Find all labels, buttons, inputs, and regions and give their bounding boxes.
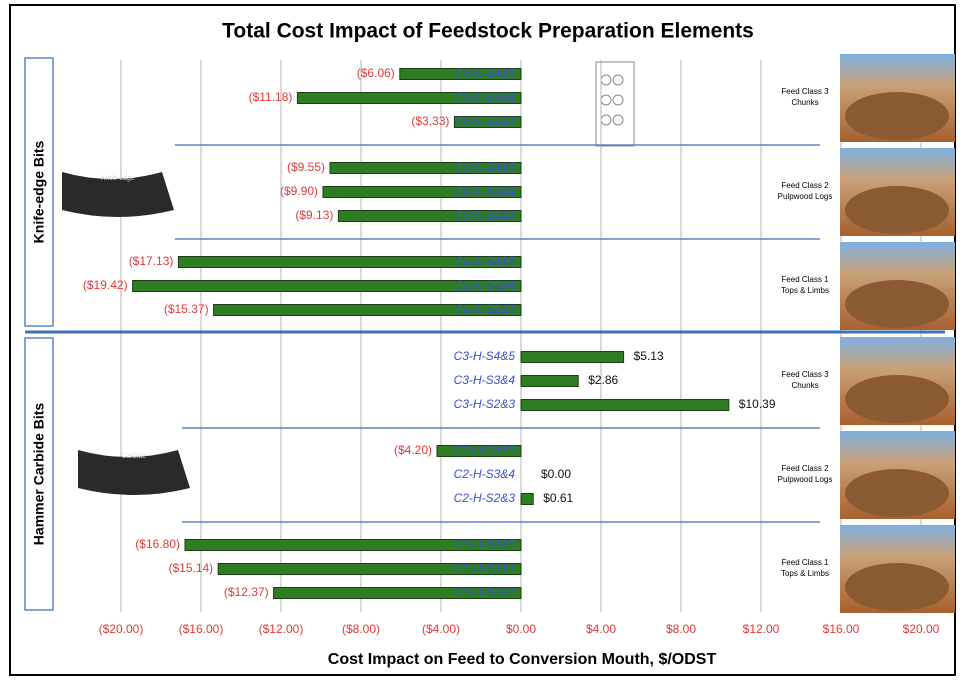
value-label: $10.39 [739, 397, 776, 411]
value-label: ($9.90) [280, 184, 318, 198]
feed-photo-pile [845, 92, 949, 140]
category-label: C1-K-S3&4 [454, 278, 515, 292]
feed-class-subtitle: Chunks [791, 98, 818, 107]
category-label: C1-H-S4&5 [454, 537, 516, 551]
feed-photo-pile [845, 186, 949, 234]
feed-class-title: Feed Class 3 [781, 87, 829, 96]
bar [520, 399, 730, 411]
bar [273, 587, 522, 599]
x-tick-label: ($4.00) [422, 622, 460, 636]
feed-photo-pile [845, 563, 949, 611]
bar [329, 162, 522, 174]
feed-class-title: Feed Class 2 [781, 181, 829, 190]
value-label: ($17.13) [129, 254, 174, 268]
bar [453, 116, 522, 128]
feed-photo-pile [845, 469, 949, 517]
bar [184, 539, 522, 551]
category-label: C3-H-S2&3 [454, 397, 516, 411]
feed-class-subtitle: Tops & Limbs [781, 569, 829, 578]
category-label: C2-H-S4&5 [454, 443, 516, 457]
value-label: ($19.42) [83, 278, 128, 292]
bar [132, 280, 522, 292]
value-label: $2.86 [588, 373, 618, 387]
bar [213, 304, 522, 316]
category-label: C3-K-S4&5 [454, 66, 515, 80]
feed-class-subtitle: Pulpwood Logs [778, 475, 833, 484]
category-label: C3-H-S4&5 [454, 349, 516, 363]
group-label: Knife-edge Bits [31, 140, 47, 243]
bar [399, 68, 522, 80]
x-tick-label: $8.00 [666, 622, 696, 636]
bit-label: Knife-edge [101, 175, 135, 182]
feed-class-subtitle: Tops & Limbs [781, 286, 829, 295]
feed-photo-pile [845, 280, 949, 328]
category-label: C2-K-S4&5 [454, 160, 515, 174]
bar [177, 256, 522, 268]
feed-class-title: Feed Class 3 [781, 370, 829, 379]
value-label: $5.13 [634, 349, 664, 363]
bar [296, 92, 522, 104]
feed-class-title: Feed Class 1 [781, 275, 829, 284]
value-label: ($15.14) [168, 561, 213, 575]
category-label: C3-K-S2&3 [454, 114, 515, 128]
x-tick-label: $4.00 [586, 622, 616, 636]
x-tick-label: $12.00 [743, 622, 780, 636]
category-label: C2-K-S3&4 [454, 184, 515, 198]
x-tick-label: $16.00 [823, 622, 860, 636]
x-tick-label: ($16.00) [179, 622, 224, 636]
x-tick-label: ($8.00) [342, 622, 380, 636]
value-label: ($3.33) [411, 114, 449, 128]
bar [520, 493, 534, 505]
group-box [24, 337, 54, 611]
value-label: ($11.18) [249, 90, 293, 104]
bar [322, 186, 522, 198]
x-tick-label: $0.00 [506, 622, 536, 636]
top-diagram [595, 61, 635, 147]
value-label: ($4.20) [394, 443, 432, 457]
value-label: ($9.13) [295, 208, 333, 222]
x-tick-label: $20.00 [903, 622, 940, 636]
value-label: ($16.80) [135, 537, 180, 551]
chart-title: Total Cost Impact of Feedstock Preparati… [222, 20, 754, 43]
value-label: ($15.37) [164, 302, 209, 316]
category-label: C1-K-S4&5 [454, 254, 515, 268]
category-label: C3-H-S3&4 [454, 373, 516, 387]
bar [520, 351, 625, 363]
group-label: Hammer Carbide Bits [31, 403, 47, 546]
feed-class-title: Feed Class 2 [781, 464, 829, 473]
category-label: C1-H-S2&3 [454, 585, 516, 599]
bit-image [62, 172, 174, 217]
x-tick-label: ($12.00) [259, 622, 304, 636]
category-label: C2-H-S3&4 [454, 467, 516, 481]
bar [337, 210, 522, 222]
bar [436, 445, 522, 457]
group-box [24, 57, 54, 327]
value-label: ($6.06) [357, 66, 395, 80]
feed-photo-pile [845, 375, 949, 423]
category-label: C2-K-S2&3 [454, 208, 515, 222]
feed-class-subtitle: Chunks [791, 381, 818, 390]
feed-class-subtitle: Pulpwood Logs [778, 192, 833, 201]
category-label: C3-K-S3&4 [454, 90, 515, 104]
value-label: $0.61 [543, 491, 573, 505]
bit-label: Carbide [122, 453, 147, 460]
bit-image [78, 450, 190, 495]
category-label: C1-K-S2&3 [454, 302, 515, 316]
x-axis-label: Cost Impact on Feed to Conversion Mouth,… [328, 651, 717, 668]
category-label: C2-H-S2&3 [454, 491, 516, 505]
bar [520, 375, 579, 387]
value-label: ($12.37) [224, 585, 269, 599]
bar [217, 563, 522, 575]
category-label: C1-H-S3&4 [454, 561, 516, 575]
feed-class-title: Feed Class 1 [781, 558, 829, 567]
x-tick-label: ($20.00) [99, 622, 144, 636]
value-label: $0.00 [541, 467, 571, 481]
value-label: ($9.55) [287, 160, 325, 174]
